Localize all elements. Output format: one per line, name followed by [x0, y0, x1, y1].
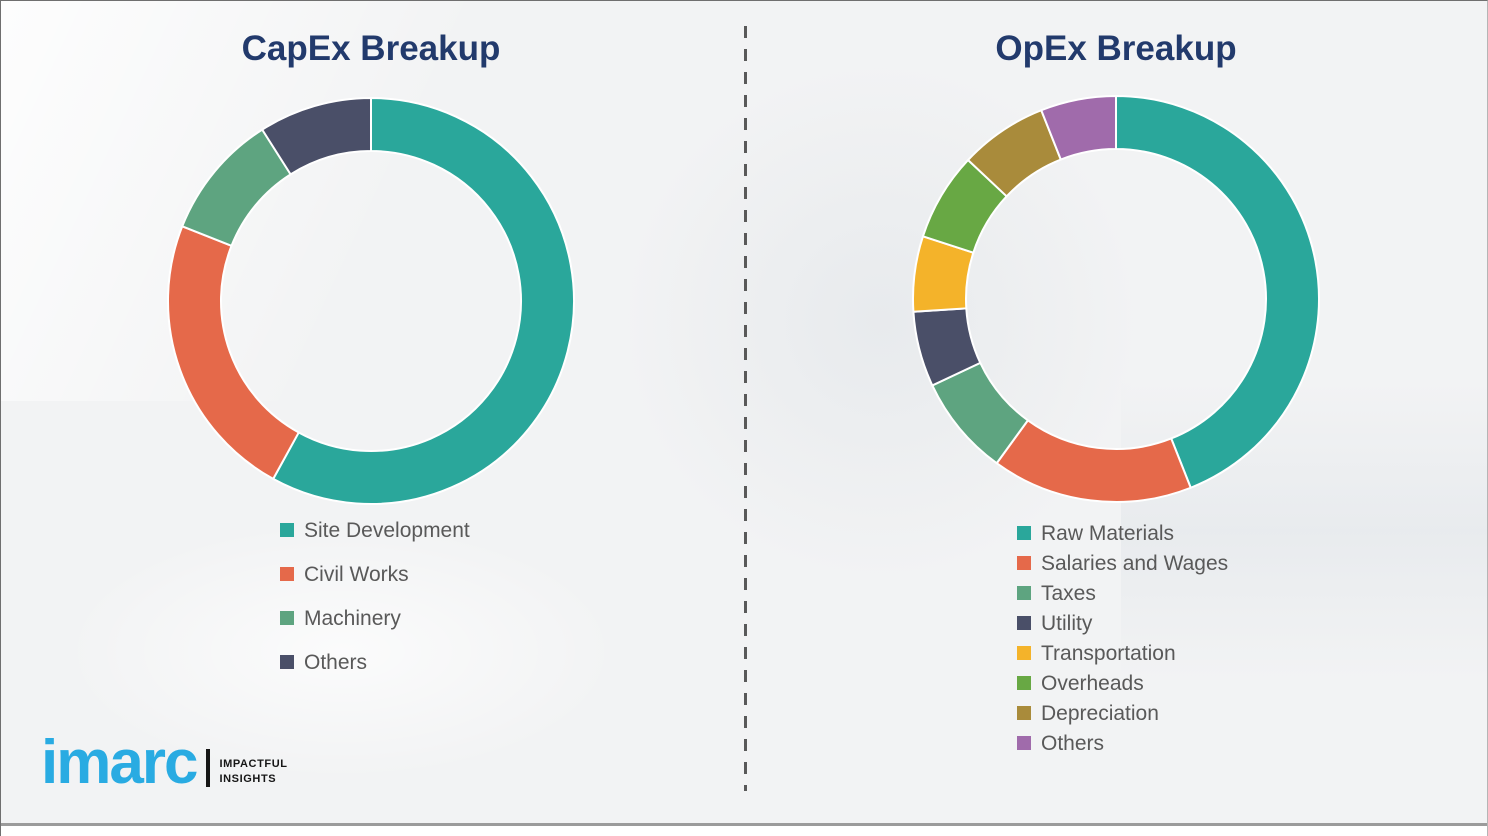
legend-label: Overheads: [1041, 671, 1144, 695]
legend-label: Others: [1041, 731, 1105, 755]
legend-item-others: Others: [1017, 728, 1228, 758]
legend-label: Transportation: [1041, 641, 1176, 665]
logo-tagline-line2: INSIGHTS: [219, 773, 277, 786]
logo-tagline-line1: IMPACTFUL: [219, 758, 288, 771]
legend-item-others: Others: [280, 647, 470, 677]
donut-segment-raw-materials: [1115, 95, 1320, 489]
legend-swatch: [1017, 556, 1031, 570]
bottom-border-strip: [1, 823, 1487, 836]
legend-swatch: [1017, 736, 1031, 750]
donut-segment-others: [1040, 95, 1117, 161]
legend-swatch: [1017, 706, 1031, 720]
donut-segment-salaries-and-wages: [995, 419, 1192, 503]
legend-label: Taxes: [1041, 581, 1096, 605]
legend-item-transportation: Transportation: [1017, 638, 1228, 668]
imarc-logo-wordmark: imarc: [41, 728, 198, 797]
legend-item-overheads: Overheads: [1017, 668, 1228, 698]
donut-svg: [167, 97, 575, 505]
legend-label: Depreciation: [1041, 701, 1159, 725]
opex-legend: Raw Materials Salaries and Wages Taxes Util…: [1017, 518, 1228, 758]
legend-label: Utility: [1041, 611, 1093, 635]
legend-label: Site Development: [304, 518, 470, 542]
donut-svg: [912, 95, 1320, 503]
legend-swatch: [280, 523, 294, 537]
capex-legend: Site Development Civil Works Machinery Othe…: [280, 515, 470, 691]
legend-item-utility: Utility: [1017, 608, 1228, 638]
legend-swatch: [1017, 586, 1031, 600]
imarc-logo: imarc IMPACTFUL INSIGHTS: [41, 728, 288, 797]
legend-swatch: [280, 611, 294, 625]
legend-label: Raw Materials: [1041, 521, 1175, 545]
legend-item-machinery: Machinery: [280, 603, 470, 633]
legend-item-raw-materials: Raw Materials: [1017, 518, 1228, 548]
legend-swatch: [1017, 616, 1031, 630]
opex-donut-chart: [911, 94, 1321, 504]
legend-label: Salaries and Wages: [1041, 551, 1229, 575]
logo-tagline: IMPACTFUL INSIGHTS: [219, 757, 287, 787]
legend-label: Machinery: [304, 606, 401, 630]
legend-label: Others: [304, 650, 368, 674]
legend-swatch: [1017, 646, 1031, 660]
donut-segment-site-development: [272, 97, 575, 505]
capex-donut-chart: [166, 96, 576, 506]
legend-label: Civil Works: [304, 562, 409, 586]
legend-swatch: [280, 567, 294, 581]
legend-swatch: [1017, 676, 1031, 690]
legend-item-site-development: Site Development: [280, 515, 470, 545]
logo-divider-bar: [206, 749, 211, 788]
legend-item-depreciation: Depreciation: [1017, 698, 1228, 728]
legend-item-taxes: Taxes: [1017, 578, 1228, 608]
capex-chart-title: CapEx Breakup: [241, 29, 501, 68]
legend-item-salaries-and-wages: Salaries and Wages: [1017, 548, 1228, 578]
legend-swatch: [280, 655, 294, 669]
legend-swatch: [1017, 526, 1031, 540]
legend-item-civil-works: Civil Works: [280, 559, 470, 589]
opex-chart-title: OpEx Breakup: [995, 29, 1237, 68]
donut-segment-civil-works: [167, 225, 300, 480]
vertical-dashed-divider: [744, 26, 747, 791]
donut-segment-others: [261, 97, 372, 176]
